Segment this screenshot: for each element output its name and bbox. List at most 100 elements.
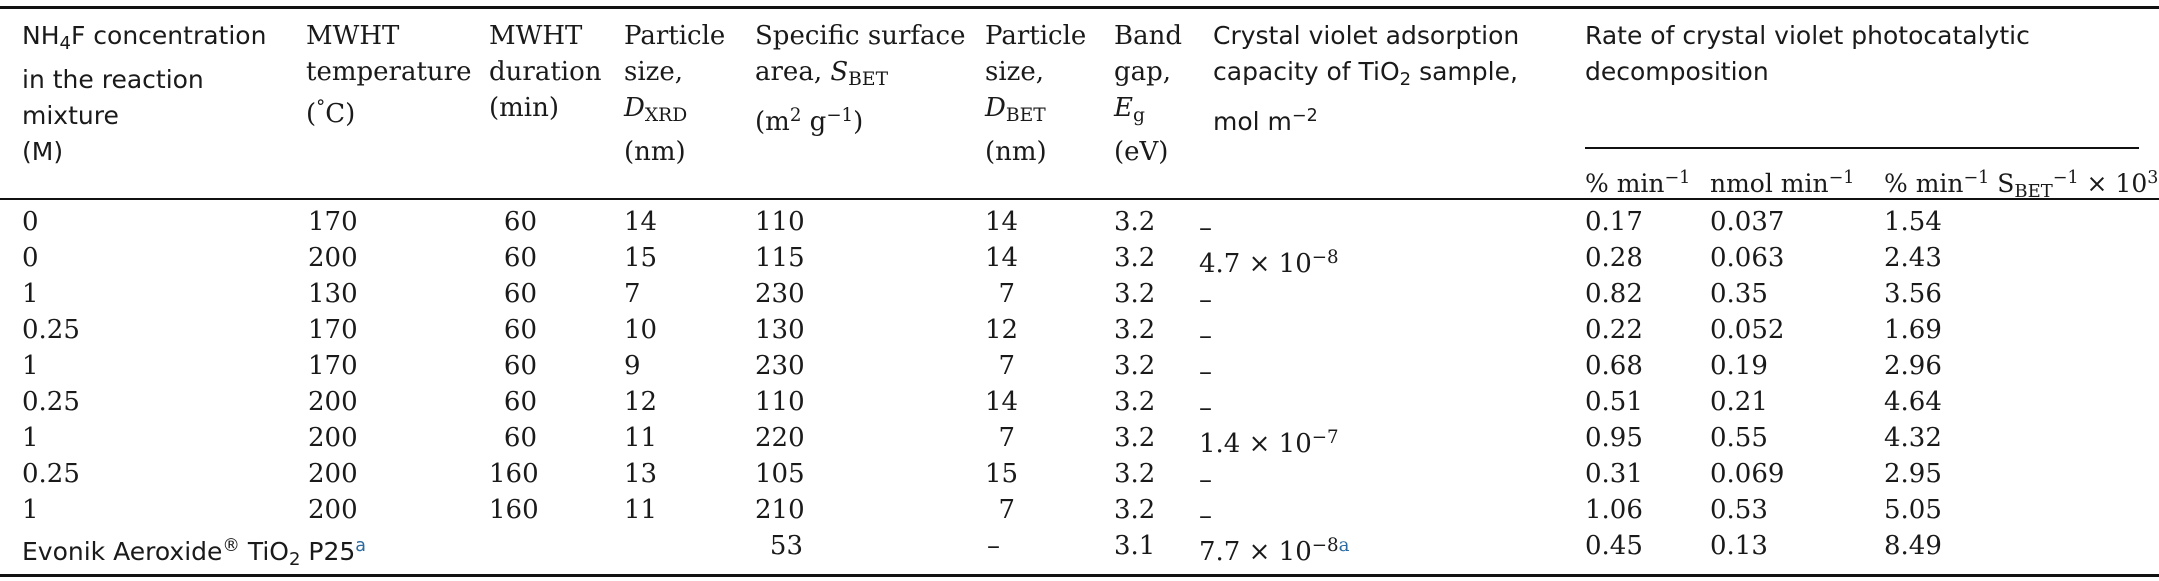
cell-nh4f: 0.25 [22, 387, 80, 417]
subheader-pct-per-min: % min−1 [1585, 160, 1690, 202]
cell-pct: 0.95 [1585, 423, 1643, 453]
cell-dur: 160 [489, 495, 539, 525]
header-dxrd-line1: Particle [624, 21, 726, 51]
header-adsorption-sub: 2 [1399, 69, 1412, 91]
cell-nh4f: 1 [22, 423, 39, 453]
cell-nh4f: 0 [22, 207, 39, 237]
cell-eg: 3.2 [1114, 243, 1156, 273]
header-sbet-unit-m: (m [755, 107, 790, 138]
cell-eg: 3.2 [1114, 207, 1156, 237]
cell-sbet: 130 [755, 315, 805, 345]
table-row: 0.25 200 60 12 110 14 3.2 – 0.51 0.21 4.64 [0, 384, 2159, 424]
cell-ads: 4.7 × 10−8 [1199, 240, 1339, 282]
cell-norm: 1.69 [1884, 315, 1942, 345]
subheader-normalized-rate: % min−1 SBET−1 × 103 [1884, 160, 2158, 210]
reference-label-text: Evonik Aeroxide [22, 536, 223, 566]
cell-sbet: 110 [755, 387, 805, 417]
cell-dbet: 14 [985, 207, 1019, 237]
header-duration: MWHT duration (min) [489, 18, 601, 126]
cell-eg: 3.2 [1114, 387, 1156, 417]
cell-pct: 0.17 [1585, 207, 1643, 237]
header-sbet-sub: BET [848, 69, 889, 91]
cell-dur: 60 [503, 315, 537, 345]
header-duration-line2: duration [489, 57, 602, 87]
cell-sbet: 115 [755, 243, 805, 273]
cell-nh4f: 0.25 [22, 459, 80, 489]
cell-nmol: 0.069 [1710, 459, 1785, 489]
cell-temp: 170 [308, 351, 358, 381]
header-temperature-degree: ° [316, 97, 326, 118]
cell-nmol: 0.052 [1710, 315, 1785, 345]
cell-norm: 2.95 [1884, 459, 1942, 489]
top-rule [0, 6, 2159, 9]
cell-dxrd: 14 [624, 207, 658, 237]
header-dbet-sub: BET [1005, 105, 1046, 127]
cell-sbet: 220 [755, 423, 805, 453]
reference-pct: 0.45 [1585, 531, 1643, 561]
reference-tio: TiO [239, 536, 289, 566]
cell-norm: 4.32 [1884, 423, 1942, 453]
cell-temp: 200 [308, 423, 358, 453]
cell-nmol: 0.21 [1710, 387, 1768, 417]
header-temperature-line2: temperature [306, 57, 472, 87]
reference-norm: 8.49 [1884, 531, 1942, 561]
footnote-link[interactable]: a [355, 536, 366, 556]
header-sbet-unit-close: ) [853, 107, 864, 138]
header-dxrd-sub: XRD [644, 105, 688, 127]
header-dxrd-line2: size, [624, 57, 684, 87]
cell-dbet: 14 [985, 243, 1019, 273]
cell-dur: 60 [503, 279, 537, 309]
header-sbet-unit-exp: 2 [789, 105, 802, 127]
cell-norm: 3.56 [1884, 279, 1942, 309]
cell-eg: 3.2 [1114, 315, 1156, 345]
reference-ads-mantissa: 7.7 × 10 [1199, 537, 1312, 568]
cell-temp: 170 [308, 207, 358, 237]
cell-dur: 60 [503, 207, 537, 237]
subheader-norm-bet: BET [2014, 180, 2053, 202]
cell-dxrd: 11 [624, 423, 658, 453]
header-bandgap: Band gap, Eg (eV) [1114, 18, 1182, 170]
cell-nh4f: 1 [22, 351, 39, 381]
rate-subrule [1585, 147, 2139, 149]
subheader-norm-exp1: −1 [1963, 168, 1990, 188]
cell-ads-mantissa: – [1199, 465, 1212, 496]
cell-dur: 60 [503, 423, 537, 453]
reference-adsorption: 7.7 × 10−8a [1199, 528, 1349, 570]
subheader-norm-text: % min [1884, 168, 1964, 198]
header-nh4f-text: NH [22, 21, 60, 50]
bottom-rule [0, 574, 2159, 577]
subheader-norm-exp2: −1 [2052, 168, 2079, 188]
cell-ads-mantissa: – [1199, 393, 1212, 424]
cell-dbet: 7 [998, 495, 1015, 525]
reference-label: Evonik Aeroxide® TiO2 P25a [22, 528, 366, 578]
cell-nh4f: 1 [22, 279, 39, 309]
header-nh4f-sub: 4 [59, 33, 71, 55]
cell-dxrd: 9 [624, 351, 641, 381]
cell-eg: 3.2 [1114, 423, 1156, 453]
header-adsorption: Crystal violet adsorption capacity of Ti… [1213, 18, 1519, 140]
cell-dur: 60 [503, 243, 537, 273]
header-sbet-line1: Specific surface [755, 21, 966, 51]
cell-pct: 0.68 [1585, 351, 1643, 381]
cell-ads: – [1199, 276, 1212, 318]
cell-nmol: 0.53 [1710, 495, 1768, 525]
header-adsorption-tio: capacity of TiO [1213, 57, 1400, 86]
header-rate-line2: decomposition [1585, 57, 1769, 86]
cell-eg: 3.2 [1114, 351, 1156, 381]
cell-eg: 3.2 [1114, 495, 1156, 525]
cell-pct: 0.28 [1585, 243, 1643, 273]
cell-dxrd: 10 [624, 315, 658, 345]
footnote-link-adsorption[interactable]: a [1338, 535, 1350, 556]
cell-ads: – [1199, 348, 1212, 390]
header-dbet-unit: (nm) [985, 137, 1047, 168]
header-sbet-unit-gexp: −1 [826, 105, 854, 127]
subheader-norm-s: S [1989, 168, 2015, 198]
header-bandgap-unit: (eV) [1114, 137, 1169, 168]
header-bandgap-sub: g [1132, 105, 1145, 127]
cell-dbet: 7 [998, 279, 1015, 309]
header-rate-line1: Rate of crystal violet photocatalytic [1585, 21, 2030, 50]
cell-temp: 200 [308, 459, 358, 489]
table-row: 1 170 60 9 230 7 3.2 – 0.68 0.19 2.96 [0, 348, 2159, 387]
cell-pct: 0.31 [1585, 459, 1643, 489]
